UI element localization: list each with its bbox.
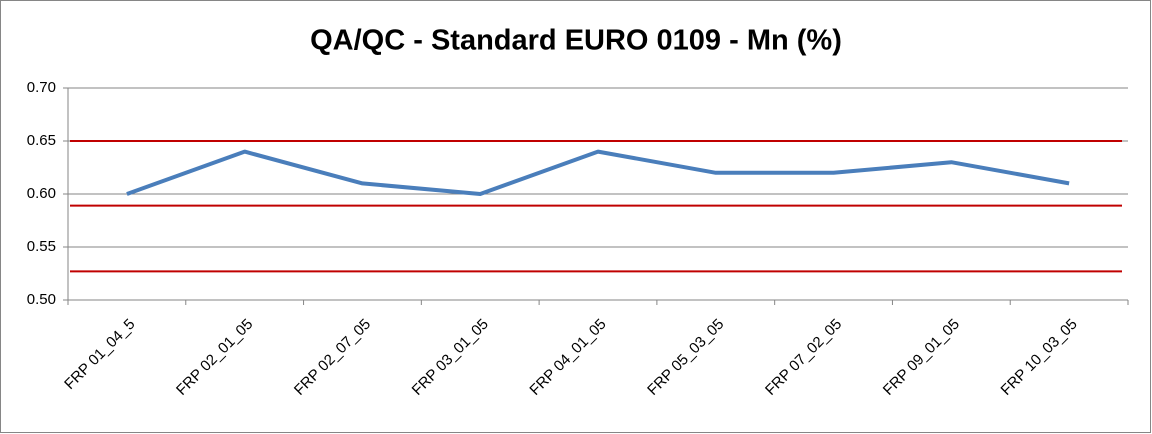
y-tick-label: 0.70 [27,79,56,96]
chart-title: QA/QC - Standard EURO 0109 - Mn (%) [310,25,842,57]
y-tick-label: 0.65 [27,132,56,149]
y-tick-label: 0.50 [27,291,56,308]
series-line [126,149,1070,196]
y-tick-label: 0.55 [27,238,56,255]
y-tick-label: 0.60 [27,185,56,202]
